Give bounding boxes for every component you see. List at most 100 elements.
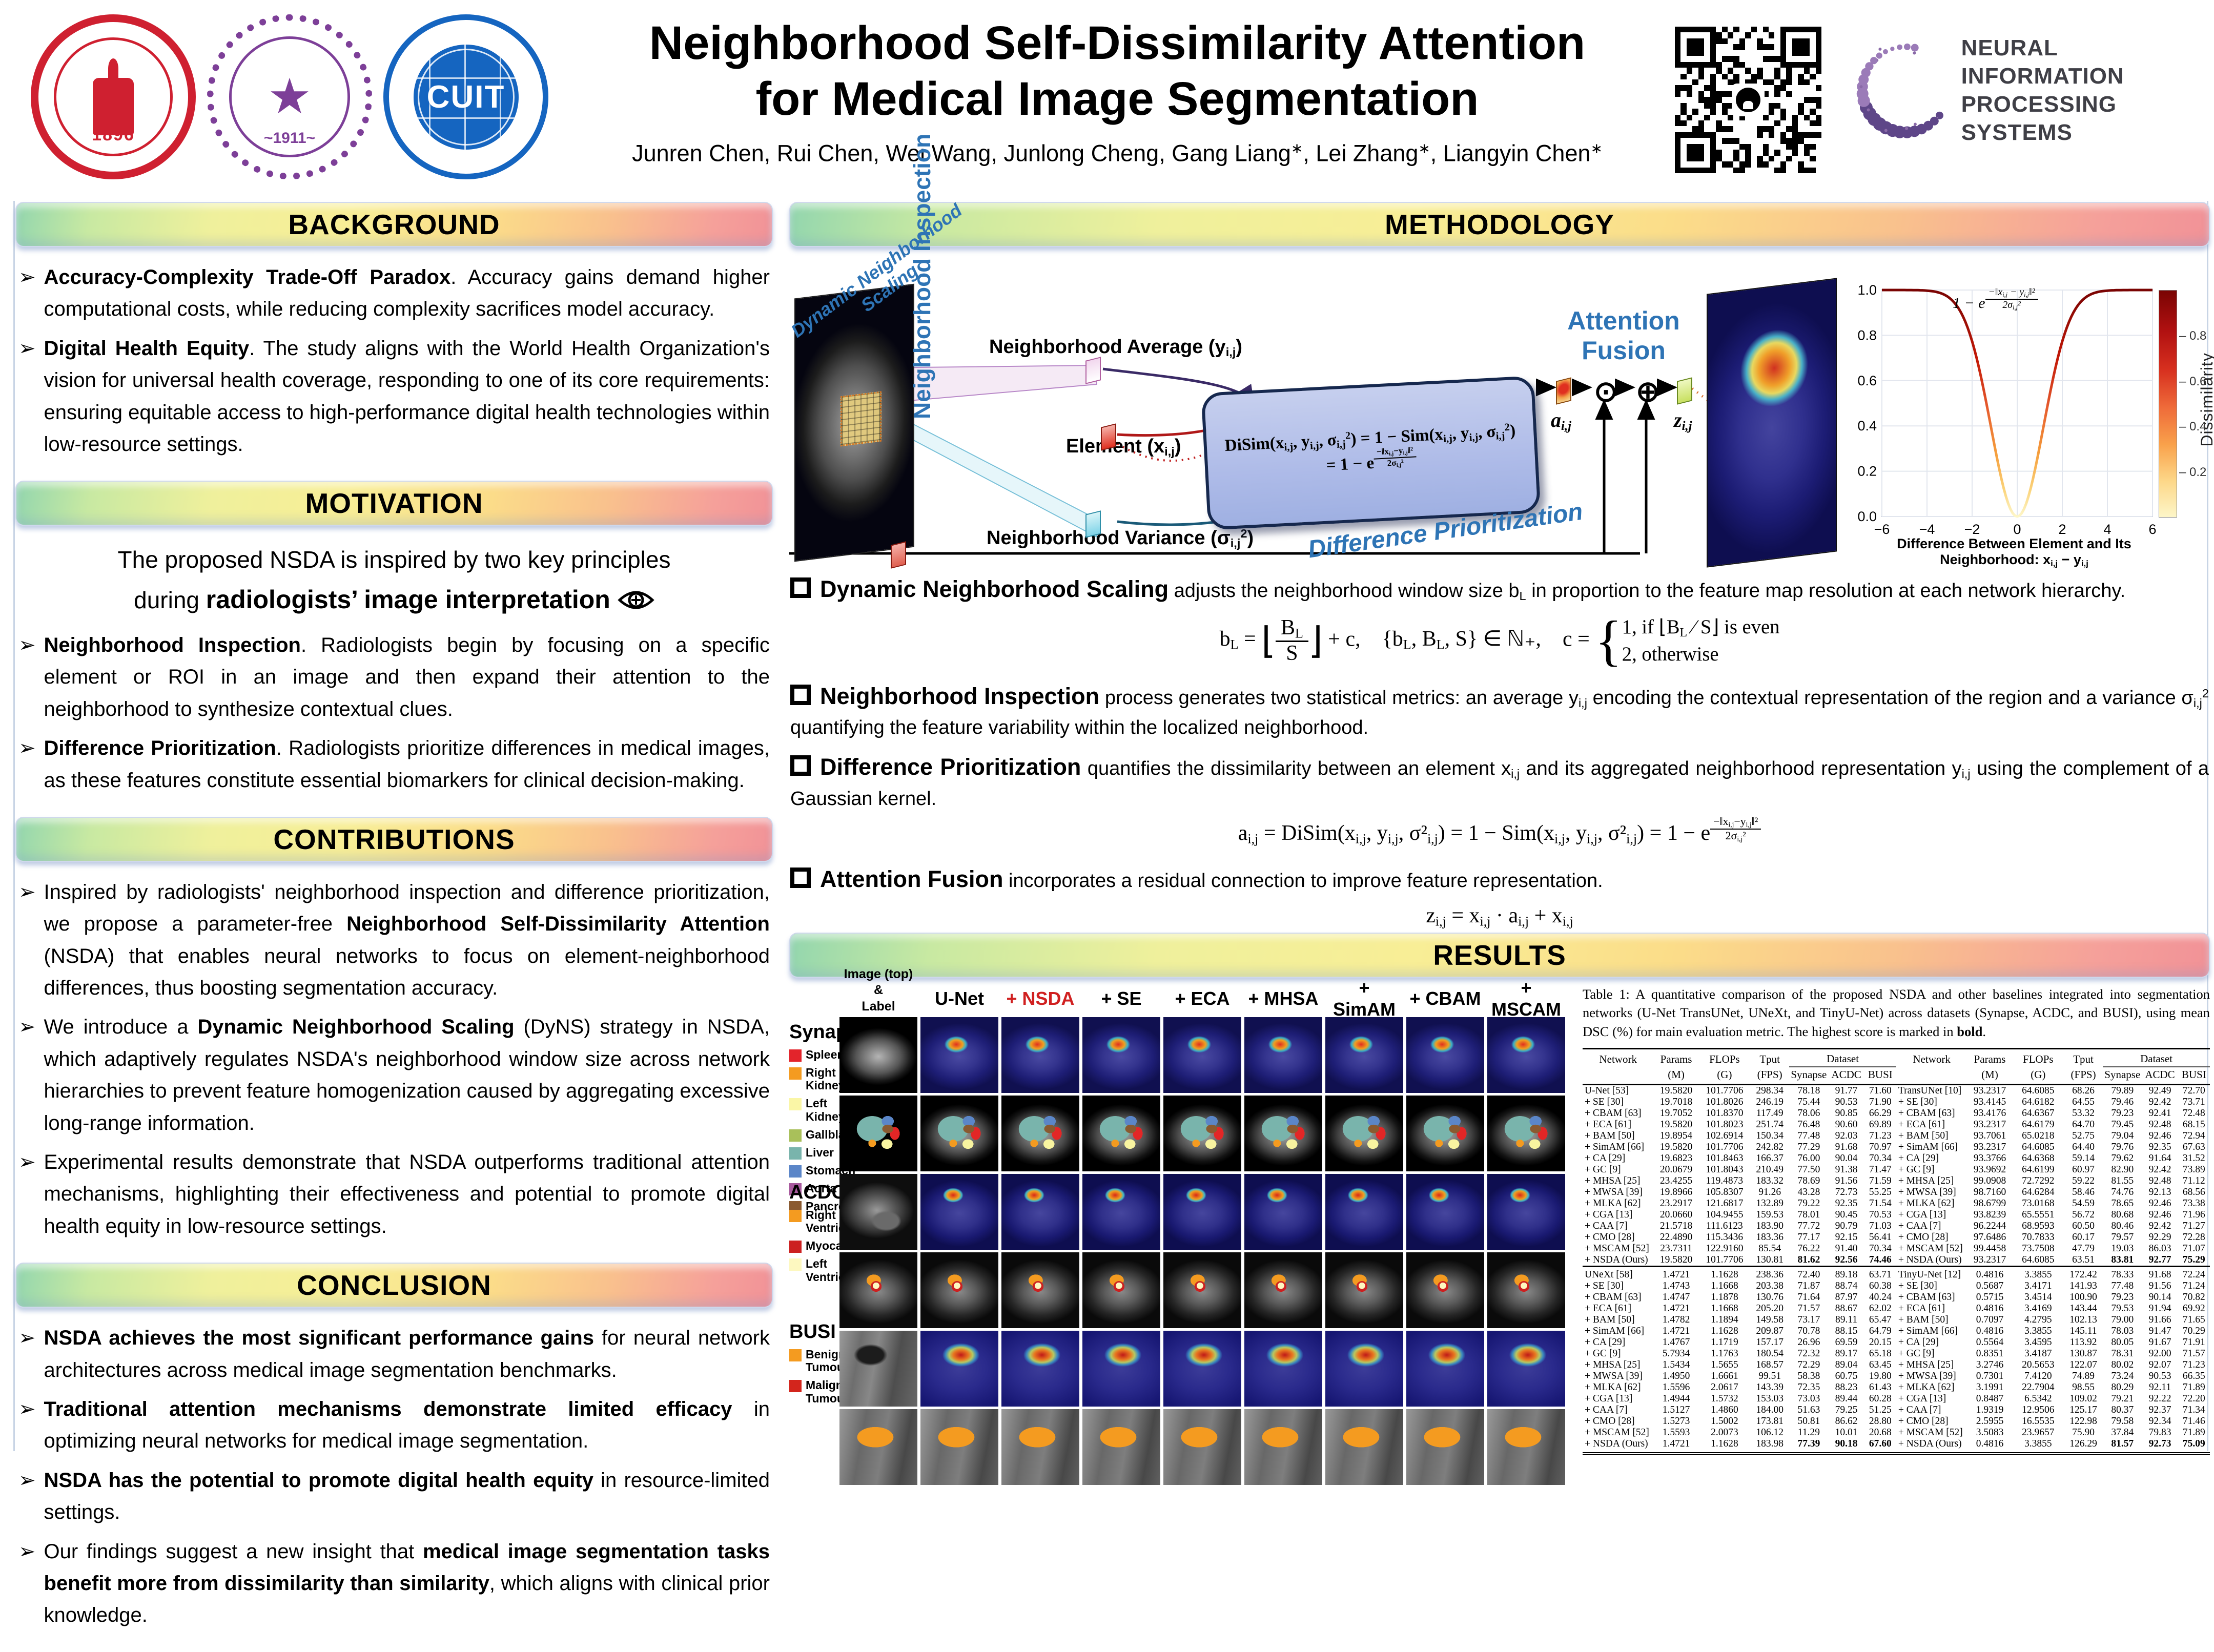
result-image-tile [839,1017,917,1093]
table-cell-value: 79.62 [2103,1153,2142,1164]
qr-module [1816,50,1821,56]
table-cell-value: 56.41 [1864,1232,1896,1243]
disim-equation: ai,j = DiSim(xi,j, yi,j, σ²i,j) = 1 − Si… [790,821,2209,851]
result-image-tile [920,1331,998,1407]
table-cell-network: + MLKA [62] [1583,1382,1653,1393]
table-cell-value: 20.15 [1864,1337,1896,1348]
qr-module [1804,74,1810,79]
qr-module [1710,144,1716,150]
table-row: + MLKA [62] 23.2917 121.6817 132.89 79.22 92.… [1583,1198,2210,1209]
qr-module [1786,32,1792,38]
poster-bullet: ➢ We introduce a Dynamic Neighborhood Sca… [18,1011,770,1139]
qr-module [1680,74,1686,79]
result-image-tile [1082,1331,1160,1407]
table-cell-value: 73.7508 [2013,1243,2064,1254]
qr-module [1745,161,1751,167]
table-cell-value: 65.18 [1864,1348,1896,1359]
table-cell-value: 90.53 [2142,1371,2178,1382]
table-cell-network: + MHSA [25] [1583,1175,1653,1187]
qr-module [1692,38,1698,44]
table-cell-value: 63.71 [1864,1267,1896,1281]
arrow-bullet-icon: ➢ [18,1464,36,1529]
table-cell-network: + ECA [61] [1583,1119,1653,1130]
table-cell-value: 79.53 [2103,1303,2142,1314]
qr-module [1745,68,1751,73]
qr-module [1780,44,1786,50]
table-cell-value: 1.1763 [1699,1348,1750,1359]
cuit-text: CUIT [427,79,505,115]
qr-module [1774,50,1780,56]
table-cell-value: 183.36 [1750,1232,1789,1243]
table-row: + SE [30] 1.4743 1.1668 203.38 71.87 88.74 60.… [1583,1281,2210,1292]
neighborhood-average-label: Neighborhood Average (yi,j) [989,336,1242,359]
table-cell-value: 0.4816 [1967,1326,2012,1337]
qr-module [1710,115,1716,120]
result-image-tile [1163,1096,1241,1171]
table-cell-value: 91.77 [1829,1085,1864,1097]
qr-module [1751,161,1757,167]
table-cell-value: 71.23 [2178,1359,2210,1371]
table-cell-value: 64.6368 [2013,1153,2064,1164]
table-cell-value: 3.4514 [2013,1292,2064,1303]
qr-module [1751,38,1757,44]
disim-line2: = 1 − e −‖xi,j−yi,j‖² 2σi,j² [1326,452,1418,480]
qr-module [1710,168,1716,173]
qr-module [1733,56,1739,61]
qr-module [1774,56,1780,61]
table-cell-value: 0.8487 [1967,1393,2012,1405]
table-cell-network: + GC [9] [1896,1164,1967,1175]
table-cell-value: 77.50 [1789,1164,1828,1175]
table-cell-value: 1.5655 [1699,1359,1750,1371]
qr-module [1728,138,1733,143]
qr-module [1710,44,1716,50]
table-row: + BAM [50] 19.8954 102.6914 150.34 77.48 92.0… [1583,1130,2210,1142]
qr-module [1728,56,1733,61]
table-cell-value: 79.23 [2103,1108,2142,1119]
table-cell-value: 88.74 [1829,1281,1864,1292]
table-cell-value: 77.48 [1789,1130,1828,1142]
table-cell-value: 71.12 [2178,1175,2210,1187]
table-cell-network: + MLKA [62] [1583,1198,1653,1209]
qr-module [1710,103,1716,109]
qr-module [1728,115,1733,120]
square-bullet-icon [790,685,811,705]
qr-module [1798,120,1803,126]
table-cell-value: 23.4255 [1653,1175,1698,1187]
output-symbol: zi,j [1674,408,1692,433]
qr-module [1810,38,1815,44]
table-cell-network: + BAM [50] [1896,1314,1967,1326]
qr-module [1792,120,1798,126]
table-cell-value: 65.0218 [2013,1130,2064,1142]
table-cell-value: 74.76 [2103,1187,2142,1198]
qr-module [1792,27,1798,32]
table-cell-network: + MWSA [39] [1583,1187,1653,1198]
result-image-tile [1163,1252,1241,1328]
result-image-tile [1487,1096,1565,1171]
table-cell-value: 68.15 [2178,1119,2210,1130]
qr-module [1692,156,1698,161]
table-cell-value: 242.82 [1750,1142,1789,1153]
table-cell-value: 87.97 [1829,1292,1864,1303]
table-row: + SimAM [66] 1.4721 1.1628 209.87 70.78 88.15… [1583,1326,2210,1337]
table-cell-value: 70.7833 [2013,1232,2064,1243]
qr-module [1687,103,1692,109]
table-cell-network: + CAA [7] [1896,1405,1967,1416]
qr-module [1780,56,1786,61]
table-cell-value: 153.03 [1750,1393,1789,1405]
qr-module [1774,168,1780,173]
legend-swatch [789,1098,802,1110]
qr-module [1804,132,1810,138]
table-cell-value: 79.23 [2103,1292,2142,1303]
table-cell-value: 1.5593 [1653,1427,1698,1438]
table-cell-network: U-Net [53] [1583,1085,1653,1097]
result-image-tile [1244,1252,1322,1328]
table-cell-value: 22.7904 [2013,1382,2064,1393]
arrow-bullet-icon: ➢ [18,876,36,1004]
qr-module [1798,50,1803,56]
qr-module [1774,156,1780,161]
table-cell-value: 115.3436 [1699,1232,1750,1243]
legend-swatch [789,1129,802,1142]
qr-module [1680,32,1686,38]
qr-module [1757,161,1762,167]
qr-module [1698,38,1704,44]
